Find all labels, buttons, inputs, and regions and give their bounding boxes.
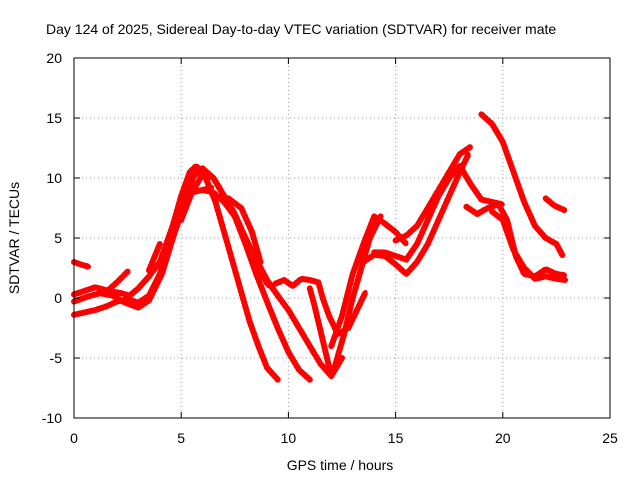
series-layer bbox=[71, 111, 568, 383]
series-line-sat-p bbox=[479, 112, 565, 258]
series-markers-sat-b bbox=[71, 163, 281, 383]
series-markers-sat-r bbox=[489, 208, 568, 283]
series-markers-sat-g bbox=[178, 171, 345, 379]
grid-layer bbox=[74, 58, 610, 418]
x-tick-label: 0 bbox=[70, 430, 78, 446]
tick-layer: 0 5 10 15 20 25 -10 -5 0 5 10 15 20 bbox=[42, 50, 618, 446]
series-markers-sat-f bbox=[146, 241, 163, 274]
y-tick-label: 15 bbox=[46, 110, 62, 126]
series-markers-sat-i bbox=[225, 195, 264, 265]
x-tick-label: 25 bbox=[602, 430, 618, 446]
x-tick-label: 20 bbox=[495, 430, 511, 446]
series-markers-sat-h bbox=[199, 187, 313, 383]
series-markers-sat-j bbox=[272, 275, 369, 337]
y-tick-label: -5 bbox=[50, 350, 63, 366]
y-tick-label: 20 bbox=[46, 50, 62, 66]
series-markers-sat-l bbox=[328, 213, 410, 349]
x-axis-label: GPS time / hours bbox=[287, 457, 394, 473]
x-tick-label: 15 bbox=[388, 430, 404, 446]
series-line-sat-b bbox=[72, 164, 280, 382]
chart-title: Day 124 of 2025, Sidereal Day-to-day VTE… bbox=[46, 21, 556, 37]
series-markers-sat-m bbox=[360, 151, 472, 277]
series-markers-sat-a bbox=[71, 259, 92, 270]
y-tick-label: 5 bbox=[54, 230, 62, 246]
y-axis-label: SDTVAR / TECUs bbox=[6, 182, 22, 294]
series-markers-sat-n bbox=[371, 163, 506, 263]
y-tick-label: 0 bbox=[54, 290, 62, 306]
series-markers-sat-s bbox=[542, 195, 568, 214]
x-tick-label: 10 bbox=[281, 430, 297, 446]
series-markers-sat-o bbox=[392, 143, 474, 244]
y-tick-label: -10 bbox=[42, 410, 62, 426]
series-markers-sat-p bbox=[478, 111, 566, 259]
x-tick-label: 5 bbox=[177, 430, 185, 446]
series-markers-sat-e bbox=[103, 268, 131, 295]
y-tick-label: 10 bbox=[46, 170, 62, 186]
